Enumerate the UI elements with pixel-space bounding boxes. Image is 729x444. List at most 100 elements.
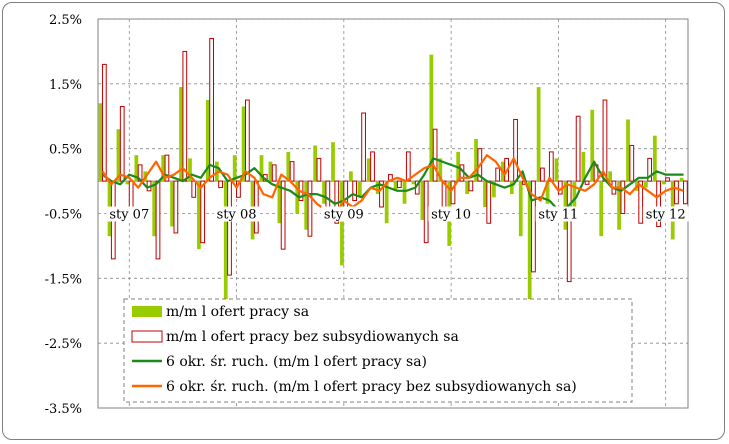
bar-sa xyxy=(179,87,183,182)
bar-bez-subsydiowanych xyxy=(602,99,608,182)
legend-swatch-bar xyxy=(132,306,162,317)
bar-sa xyxy=(679,177,684,182)
x-axis-labels: sty 07 sty 08 sty 09 sty 10 sty 11 sty 12 xyxy=(106,206,689,223)
bar-bez-subsydiowanych xyxy=(307,180,313,237)
bar-bez-subsydiowanych xyxy=(665,177,670,182)
bar-bez-subsydiowanych xyxy=(656,180,661,227)
bar-sa xyxy=(608,171,613,182)
bar-sa xyxy=(429,54,434,182)
bar-bez-subsydiowanych xyxy=(468,180,474,192)
bar-sa xyxy=(420,181,425,220)
bar-bez-subsydiowanych xyxy=(164,154,170,182)
bar-sa xyxy=(205,100,210,182)
bar-bez-subsydiowanych xyxy=(101,63,107,182)
y-tick-label: 2.5% xyxy=(49,13,82,28)
y-tick-label: 0.5% xyxy=(49,143,82,158)
bar-bez-subsydiowanych xyxy=(620,180,626,214)
bar-sa xyxy=(518,181,523,237)
bar-bez-subsydiowanych xyxy=(182,50,188,182)
x-tick-label: sty 07 xyxy=(109,208,149,223)
bar-bez-subsydiowanych xyxy=(683,180,688,205)
bar-bez-subsydiowanych xyxy=(289,161,295,182)
bar-bez-subsydiowanych xyxy=(513,118,518,182)
bar-sa xyxy=(214,161,219,182)
bar-sa xyxy=(116,129,121,182)
bar-bez-subsydiowanych xyxy=(155,180,161,260)
bar-sa xyxy=(483,181,487,208)
bar-bez-subsydiowanych xyxy=(531,180,536,273)
bar-sa xyxy=(581,151,586,182)
x-tick-label-bg xyxy=(428,206,474,222)
legend-label: 6 okr. śr. ruch. (m/m l ofert pracy bez … xyxy=(166,379,577,395)
bar-bez-subsydiowanych xyxy=(629,144,635,182)
bar-bez-subsydiowanych xyxy=(584,180,590,185)
bar-sa xyxy=(161,155,166,182)
bar-bez-subsydiowanych xyxy=(173,180,179,234)
x-tick-label-bg xyxy=(106,206,153,222)
bar-sa xyxy=(438,158,443,182)
bar-sa xyxy=(474,138,478,182)
bar-sa xyxy=(152,181,157,237)
bar-bez-subsydiowanych xyxy=(423,180,429,244)
legend: m/m l ofert pracy sa m/m l ofert pracy be… xyxy=(123,298,633,403)
bar-sa xyxy=(617,181,621,230)
bar-sa xyxy=(313,145,318,182)
y-axis-labels: 2.5% 1.5% 0.5% -0.5% -1.5% -2.5% -3.5% xyxy=(45,13,82,417)
bar-sa xyxy=(661,181,666,185)
x-tick-label: sty 12 xyxy=(646,208,686,223)
bar-bez-subsydiowanych xyxy=(405,151,411,182)
bar-sa xyxy=(599,181,604,237)
bar-bez-subsydiowanych xyxy=(486,180,492,224)
bar-sa xyxy=(536,87,541,182)
bar-sa xyxy=(98,103,103,182)
line-moving-average-bez-subsydiowanych xyxy=(101,154,684,218)
bar-sa xyxy=(652,135,657,182)
bar-sa xyxy=(626,119,630,182)
x-tick-label-bg xyxy=(213,206,260,222)
bar-bez-subsydiowanych xyxy=(280,180,286,250)
bar-sa xyxy=(259,155,264,182)
bar-sa xyxy=(170,181,174,227)
bar-sa xyxy=(268,161,273,182)
x-tick-label-bg xyxy=(642,206,689,222)
bar-sa xyxy=(357,181,362,198)
bar-sa xyxy=(366,158,371,182)
bar-sa xyxy=(411,181,416,185)
bar-sa xyxy=(188,158,192,182)
y-tick-label: 1.5% xyxy=(49,78,82,93)
legend-swatch-outline xyxy=(131,330,163,343)
bar-sa xyxy=(644,181,648,188)
bar-bez-subsydiowanych xyxy=(245,99,250,182)
bar-sa xyxy=(492,181,496,198)
bar-bez-subsydiowanych xyxy=(379,180,384,208)
x-tick-label: sty 08 xyxy=(217,208,257,223)
bar-bez-subsydiowanych xyxy=(450,180,456,205)
bar-bez-subsydiowanych xyxy=(396,180,402,189)
bar-bez-subsydiowanych xyxy=(647,157,653,182)
bar-sa xyxy=(563,181,568,230)
bar-sa xyxy=(322,181,326,204)
legend-box xyxy=(123,298,633,403)
bar-bez-subsydiowanych xyxy=(218,180,223,189)
bar-bez-subsydiowanych xyxy=(209,37,214,182)
legend-label: m/m l ofert pracy sa xyxy=(166,304,309,320)
bar-bez-subsydiowanych xyxy=(674,180,679,205)
x-tick-label: sty 11 xyxy=(538,208,578,223)
bar-sa xyxy=(545,181,550,204)
bar-bez-subsydiowanych xyxy=(575,115,581,182)
x-tick-label-bg xyxy=(321,206,367,222)
bar-bez-subsydiowanych xyxy=(548,151,554,182)
bar-bez-subsydiowanych xyxy=(316,157,322,182)
bar-sa xyxy=(241,106,246,182)
bar-sa xyxy=(527,181,532,366)
bar-sa xyxy=(554,158,559,182)
bar-sa xyxy=(304,181,309,230)
bar-bez-subsydiowanych xyxy=(227,180,232,276)
y-tick-label: -3.5% xyxy=(45,402,82,417)
bar-bez-subsydiowanych xyxy=(352,180,358,202)
x-tick-label-bg xyxy=(535,206,582,222)
bar-bez-subsydiowanych xyxy=(495,167,501,182)
line-series xyxy=(101,154,684,218)
bar-bez-subsydiowanych xyxy=(119,106,125,182)
